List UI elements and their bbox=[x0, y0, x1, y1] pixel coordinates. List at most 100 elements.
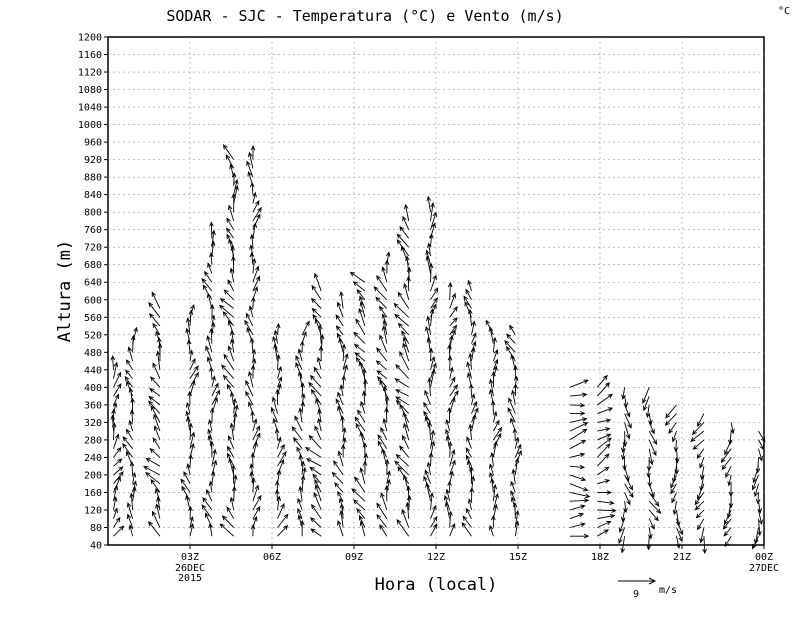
wind-barb bbox=[275, 322, 281, 335]
wind-barb bbox=[620, 509, 626, 523]
wind-barb bbox=[227, 204, 235, 222]
wind-barb bbox=[449, 376, 456, 388]
wind-barb bbox=[229, 496, 235, 511]
wind-barb bbox=[207, 418, 213, 432]
wind-barb bbox=[489, 471, 494, 484]
wind-barb bbox=[337, 450, 344, 467]
wind-barb bbox=[132, 326, 138, 344]
wind-barb bbox=[406, 266, 412, 283]
wind-barb bbox=[211, 375, 216, 388]
y-tick-label: 960 bbox=[84, 138, 102, 149]
wind-barb bbox=[131, 471, 137, 484]
wind-barb bbox=[377, 434, 388, 449]
wind-barb bbox=[569, 452, 586, 458]
wind-barb bbox=[208, 480, 214, 493]
wind-barb bbox=[293, 436, 303, 449]
y-tick-label: 40 bbox=[90, 541, 102, 552]
wind-barb bbox=[618, 518, 626, 533]
y-tick-label: 1200 bbox=[78, 33, 102, 44]
wind-barb bbox=[426, 461, 432, 475]
wind-barb bbox=[149, 312, 161, 327]
wind-barb bbox=[297, 514, 303, 528]
wind-barb bbox=[596, 374, 608, 388]
wind-barb bbox=[202, 284, 213, 301]
wind-barb bbox=[277, 458, 285, 476]
wind-barb bbox=[493, 426, 503, 441]
wind-barb bbox=[675, 536, 681, 550]
wind-barb bbox=[623, 501, 628, 514]
wind-barb bbox=[226, 217, 235, 230]
barb-column bbox=[373, 251, 391, 537]
wind-barb bbox=[294, 415, 303, 432]
wind-barb bbox=[513, 375, 519, 388]
wind-barb bbox=[152, 322, 161, 336]
wind-barb bbox=[113, 516, 121, 528]
wind-barb bbox=[395, 396, 409, 406]
wind-barb bbox=[310, 297, 322, 309]
wind-barb bbox=[444, 501, 451, 519]
wind-barb bbox=[155, 350, 161, 370]
barb-column bbox=[349, 271, 369, 537]
wind-barb bbox=[424, 389, 431, 406]
wind-barb bbox=[349, 271, 366, 283]
wind-barb bbox=[342, 364, 348, 379]
wind-barb bbox=[758, 448, 763, 462]
wind-barb bbox=[309, 374, 322, 388]
wind-barb bbox=[209, 221, 214, 239]
y-tick-label: 800 bbox=[84, 208, 102, 219]
x-tick-label: 15Z bbox=[509, 552, 527, 563]
wind-barb bbox=[189, 442, 195, 458]
wind-barb bbox=[113, 471, 124, 484]
wind-barb bbox=[358, 514, 366, 528]
wind-barb bbox=[113, 433, 120, 449]
wind-barb bbox=[696, 483, 705, 501]
wind-barb bbox=[405, 255, 410, 274]
wind-barb bbox=[394, 460, 410, 476]
wind-barb bbox=[180, 478, 191, 493]
wind-barb bbox=[569, 513, 585, 520]
wind-barb bbox=[298, 407, 303, 423]
wind-barb bbox=[386, 478, 391, 493]
wind-barb bbox=[702, 536, 707, 555]
wind-barb bbox=[270, 406, 278, 423]
wind-barb bbox=[352, 281, 366, 292]
wind-barb bbox=[597, 479, 611, 485]
wind-barb bbox=[397, 291, 410, 309]
wind-barb bbox=[223, 289, 235, 301]
wind-barb bbox=[492, 432, 502, 449]
wind-barb bbox=[430, 303, 437, 318]
wind-barb bbox=[430, 274, 437, 292]
wind-barb bbox=[395, 364, 410, 379]
wind-barb bbox=[425, 249, 431, 265]
wind-barb bbox=[313, 366, 322, 379]
wind-barb bbox=[648, 492, 660, 507]
wind-barb bbox=[465, 507, 472, 519]
wind-barb bbox=[227, 319, 235, 335]
wind-barb bbox=[336, 301, 344, 318]
wind-barb bbox=[399, 445, 410, 458]
barb-column bbox=[461, 279, 479, 537]
x-date-label: 27DEC bbox=[749, 563, 779, 574]
wind-barb bbox=[249, 251, 255, 265]
wind-barb bbox=[272, 417, 278, 432]
wind-barb bbox=[671, 492, 677, 504]
wind-barb bbox=[676, 527, 683, 543]
wind-barb bbox=[113, 466, 124, 476]
wind-barb bbox=[512, 501, 518, 519]
wind-barb bbox=[377, 440, 388, 458]
wind-barb bbox=[694, 500, 705, 511]
wind-barb bbox=[492, 410, 498, 423]
wind-barb bbox=[150, 478, 161, 493]
wind-barb bbox=[189, 523, 195, 537]
wind-barb bbox=[127, 346, 134, 362]
y-tick-label: 360 bbox=[84, 400, 102, 411]
wind-barb bbox=[155, 503, 161, 519]
x-tick-label: 18Z bbox=[591, 552, 609, 563]
wind-barb bbox=[155, 330, 161, 344]
wind-barb bbox=[396, 519, 410, 537]
wind-barb bbox=[189, 365, 199, 379]
wind-barb bbox=[471, 332, 477, 344]
wind-barb bbox=[485, 319, 494, 336]
corner-unit-label: °C bbox=[778, 6, 790, 17]
wind-barb bbox=[690, 430, 705, 442]
